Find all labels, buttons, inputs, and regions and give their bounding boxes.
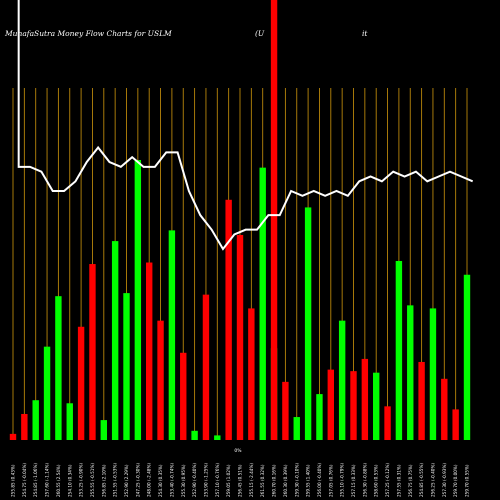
x-tick-label: 260.30 (0.39%)	[283, 464, 288, 497]
money-flow-bar-up	[43, 346, 51, 440]
x-tick-label: 257.25 (-0.12%)	[385, 463, 390, 497]
price-line	[17, 0, 474, 251]
overlay-bar-group	[270, 0, 278, 440]
money-flow-bar-up	[191, 430, 198, 440]
x-tick-label: 254.85 (-1.06%)	[33, 463, 38, 497]
x-tick-label: 254.30 (0.35%)	[158, 464, 163, 497]
money-flow-bar-up	[304, 207, 312, 440]
money-flow-bar-up	[293, 417, 300, 440]
money-flow-bar-up	[407, 305, 414, 440]
money-flow-bar-down	[361, 358, 369, 440]
money-flow-bar-down	[225, 199, 232, 440]
money-flow-bar-down	[146, 262, 153, 440]
money-flow-bars	[9, 160, 471, 440]
x-tick-label: 253.90 (-1.25%)	[203, 463, 208, 497]
x-tick-label: 256.75 (0.75%)	[408, 464, 413, 497]
x-tick-label: 247.25 (-0.30%)	[135, 463, 140, 497]
x-tick-label: 252.90 (-0.40%)	[192, 463, 197, 497]
x-tick-label: 255.55 (-0.51%)	[90, 463, 95, 497]
money-flow-bar-down	[180, 352, 187, 440]
x-tick-label: 257.05 (0.76%)	[328, 464, 333, 497]
x-tick-label: 251.55 (-0.53%)	[113, 463, 118, 497]
x-tick-label: 259.55 (1.40%)	[306, 464, 311, 497]
x-tick-label: 257.55 (0.31%)	[396, 464, 401, 497]
money-flow-bar-down	[9, 433, 17, 440]
x-tick-label: 260.70 (0.16%)	[272, 464, 277, 497]
x-tick-label: 254.10 (0.34%)	[67, 464, 72, 497]
zero-label: 0%	[234, 448, 242, 454]
money-flow-bar-down	[327, 369, 334, 440]
x-tick-label: 256.00 (-0.40%)	[317, 463, 322, 497]
x-tick-label: 256.45 (0.51%)	[238, 464, 243, 497]
money-flow-bar-up	[134, 160, 142, 440]
x-tick-labels: 255.85 (0.43%) 254.75 (-0.04%) 254.85 (-1.…	[11, 463, 470, 497]
money-flow-bar-up	[100, 420, 107, 440]
money-flow-bar-down	[418, 361, 425, 440]
x-tick-label: 260.55 (2.54%)	[56, 464, 61, 497]
x-tick-label: 253.40 (-0.74%)	[169, 463, 174, 497]
x-tick-label: 259.30 (-0.10%)	[294, 463, 299, 497]
money-flow-bar-up	[111, 241, 119, 440]
money-flow-bar-up	[168, 230, 176, 440]
money-flow-bar-down	[441, 378, 448, 440]
x-tick-label: 259.70 (0.00%)	[453, 464, 458, 497]
x-tick-label: 259.05 (1.02%)	[226, 464, 231, 497]
x-tick-label: 254.85 (-0.55%)	[419, 463, 424, 497]
price-line-group	[17, 0, 474, 251]
money-flow-bar-up	[66, 403, 73, 440]
x-tick-label: 254.75 (-0.04%)	[22, 463, 27, 497]
money-flow-bar-up	[55, 296, 62, 440]
money-flow-bar-down	[384, 406, 391, 440]
x-tick-label: 248.00 (-2.48%)	[147, 463, 152, 497]
money-flow-bar-down	[248, 308, 255, 440]
x-tick-label: 255.15 (-2.44%)	[249, 463, 254, 497]
money-flow-bar-up	[316, 394, 323, 440]
overlay-bar	[270, 0, 278, 440]
x-tick-label: 253.25 (-0.90%)	[79, 463, 84, 497]
x-tick-label: 261.55 (0.32%)	[260, 464, 265, 497]
money-flow-bar-up	[373, 372, 380, 440]
x-tick-label: 255.30 (0.95%)	[181, 464, 186, 497]
money-flow-bar-up	[463, 274, 471, 440]
money-flow-bar-down	[21, 413, 28, 440]
chart-title: MunafaSutra Money Flow Charts for USLM	[4, 29, 172, 38]
x-tick-label: 256.30 (-0.88%)	[362, 463, 367, 497]
money-flow-bar-down	[236, 234, 244, 440]
x-tick-label: 255.10 (-0.79%)	[340, 463, 345, 497]
money-flow-bar-up	[395, 260, 403, 440]
x-tick-label: 256.25 (-0.40%)	[430, 463, 435, 497]
x-tick-label: 257.30 (-0.93%)	[442, 463, 447, 497]
title-fragment-right: it	[362, 29, 368, 38]
money-flow-bar-up	[123, 293, 130, 440]
x-tick-label: 257.10 (-0.76%)	[215, 463, 220, 497]
money-flow-bar-up	[32, 400, 39, 440]
money-flow-bar-up	[259, 167, 266, 440]
money-flow-bar-down	[202, 294, 210, 440]
money-flow-bar-down	[350, 371, 357, 440]
money-flow-bar-down	[282, 381, 289, 440]
money-flow-bar-up	[214, 435, 221, 440]
money-flow-bar-up	[338, 320, 346, 440]
x-tick-label: 257.15 (0.33%)	[351, 464, 356, 497]
x-tick-label: 256.85 (2.10%)	[101, 464, 106, 497]
money-flow-bar-down	[157, 320, 164, 440]
x-tick-label: 258.60 (0.53%)	[374, 464, 379, 497]
title-fragment-left: (U	[255, 29, 265, 38]
money-flow-bar-down	[89, 264, 96, 440]
money-flow-bar-up	[429, 308, 437, 440]
money-flow-bar-down	[452, 409, 459, 440]
x-tick-label: 252.90 (2.29%)	[124, 464, 129, 497]
x-tick-label: 255.85 (0.43%)	[11, 464, 16, 497]
x-tick-label: 259.70 (0.55%)	[465, 464, 470, 497]
money-flow-bar-down	[77, 326, 85, 440]
x-tick-label: 257.60 (-1.14%)	[45, 463, 50, 497]
